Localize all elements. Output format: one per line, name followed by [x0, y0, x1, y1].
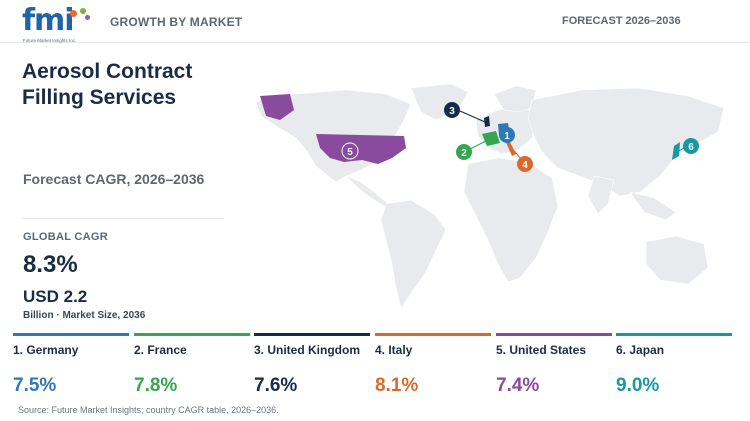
marker-japan[interactable]: 6 — [683, 138, 699, 154]
country-name: 3. United Kingdom — [254, 343, 360, 357]
map-land-central-america — [345, 175, 395, 209]
map-uk-highlight — [484, 116, 490, 127]
source-note: Source: Future Market Insights; country … — [18, 405, 279, 415]
country-name: 4. Italy — [375, 343, 413, 357]
marker-number: 1 — [504, 131, 510, 142]
logo-wordmark: fmi — [22, 3, 75, 38]
map-alaska-highlight — [260, 94, 294, 120]
map-japan-highlight — [672, 142, 680, 160]
logo-tagline: Future Market Insights Inc. — [23, 38, 77, 43]
page-title: Aerosol Contract Filling Services — [22, 60, 193, 109]
global-cagr-label: GLOBAL CAGR — [23, 231, 108, 243]
logo-dot-icon — [85, 15, 90, 20]
leader-line-italy — [509, 145, 523, 161]
country-card-italy[interactable]: 4. Italy 8.1% — [375, 333, 491, 399]
map-land-south-america — [380, 199, 447, 309]
section-label: GROWTH BY MARKET — [110, 15, 243, 29]
card-accent-bar — [254, 333, 370, 336]
map-france-highlight — [482, 131, 500, 146]
country-cagr: 7.5% — [13, 375, 57, 396]
country-cagr: 7.6% — [254, 375, 298, 396]
country-cagr: 8.1% — [375, 375, 419, 396]
country-name: 2. France — [134, 343, 187, 357]
marker-italy[interactable]: 4 — [517, 156, 533, 172]
marker-united-kingdom[interactable]: 3 — [444, 102, 460, 118]
map-usa-highlight — [316, 134, 406, 164]
country-name: 6. Japan — [616, 343, 665, 357]
marker-number: 3 — [449, 106, 455, 117]
country-name: 1. Germany — [13, 343, 79, 357]
country-cagr: 7.4% — [496, 375, 540, 396]
map-land-africa — [463, 157, 559, 283]
marker-france[interactable]: 2 — [456, 144, 472, 160]
world-map: 1 2 3 4 5 6 — [255, 83, 725, 309]
map-land-southeast-asia — [629, 191, 677, 221]
leader-line-japan — [676, 147, 685, 153]
marker-germany[interactable]: 1 — [499, 127, 515, 143]
country-cards: 1. Germany 7.5% 2. France 7.8% 3. United… — [13, 333, 737, 399]
country-card-france[interactable]: 2. France 7.8% — [134, 333, 250, 399]
card-accent-bar — [375, 333, 491, 336]
marker-number: 6 — [688, 142, 694, 153]
card-accent-bar — [134, 333, 250, 336]
map-land-australia — [645, 235, 709, 285]
country-card-united-states[interactable]: 5. United States 7.4% — [496, 333, 612, 399]
country-name: 5. United States — [496, 343, 587, 357]
card-accent-bar — [496, 333, 612, 336]
map-land-india — [587, 175, 615, 215]
country-card-united-kingdom[interactable]: 3. United Kingdom 7.6% — [254, 333, 370, 399]
card-accent-bar — [616, 333, 732, 336]
forecast-subtitle: Forecast CAGR, 2026–2036 — [23, 171, 205, 187]
fmi-logo[interactable]: fmi Future Market Insights Inc. — [22, 3, 92, 45]
card-accent-bar — [13, 333, 129, 336]
global-cagr-value: 8.3% — [23, 251, 78, 278]
country-card-germany[interactable]: 1. Germany 7.5% — [13, 333, 129, 399]
country-cagr: 9.0% — [616, 375, 660, 396]
forecast-label: FORECAST 2026–2036 — [562, 15, 681, 27]
marker-number: 5 — [347, 147, 353, 158]
map-land-greenland — [410, 83, 469, 121]
map-land-asia — [527, 87, 725, 197]
market-size-value: USD 2.2 — [23, 287, 88, 306]
marker-number: 2 — [461, 148, 467, 159]
header-bar: fmi Future Market Insights Inc. GROWTH B… — [0, 0, 750, 43]
marker-united-states[interactable]: 5 — [341, 142, 359, 160]
map-land-scandinavia — [493, 85, 537, 113]
marker-number: 4 — [522, 160, 528, 171]
market-size-caption: Billion · Market Size, 2036 — [23, 310, 146, 321]
logo-dot-icon — [80, 8, 86, 14]
leader-line-uk — [459, 110, 486, 123]
divider — [22, 218, 224, 219]
country-card-japan[interactable]: 6. Japan 9.0% — [616, 333, 732, 399]
logo-dot-icon — [70, 10, 77, 17]
country-cagr: 7.8% — [134, 375, 178, 396]
